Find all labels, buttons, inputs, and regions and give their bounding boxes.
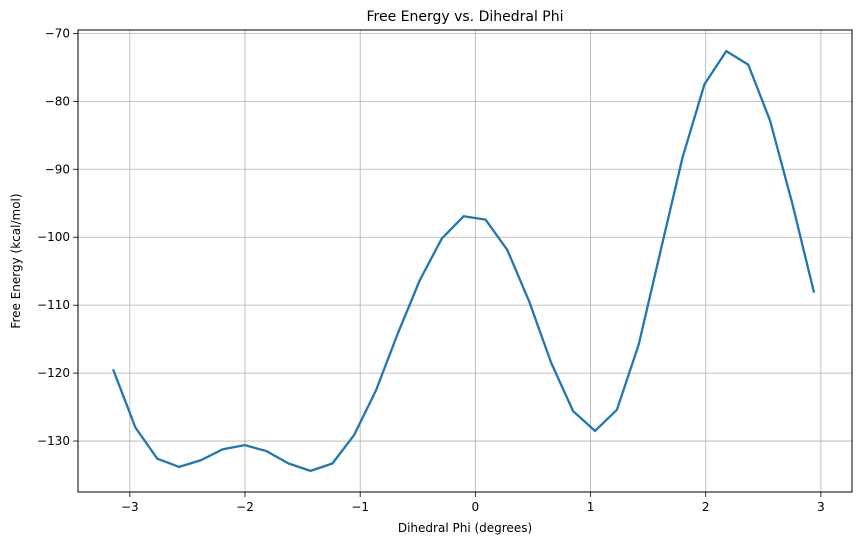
x-tick-label: −2 (236, 500, 254, 514)
x-axis-label: Dihedral Phi (degrees) (398, 521, 532, 535)
x-tick-label: 1 (587, 500, 595, 514)
x-tick-label: −3 (121, 500, 139, 514)
y-tick-label: −80 (45, 94, 70, 108)
series-line (112, 49, 816, 473)
y-axis-label: Free Energy (kcal/mol) (9, 193, 23, 328)
y-tick-label: −110 (37, 298, 70, 312)
grid (78, 30, 852, 492)
y-tick-label: −120 (37, 366, 70, 380)
y-tick-label: −100 (37, 230, 70, 244)
y-tick-label: −90 (45, 162, 70, 176)
x-tick-label: 3 (817, 500, 825, 514)
x-tick-label: −1 (351, 500, 369, 514)
series-layer (112, 49, 816, 473)
plot-area-frame (77, 29, 853, 493)
x-tick-label: 2 (702, 500, 710, 514)
y-axis: −130 −120 −110 −100 −90 −80 −70 (37, 26, 78, 448)
chart-title: Free Energy vs. Dihedral Phi (366, 9, 563, 25)
y-tick-label: −70 (45, 26, 70, 40)
x-tick-label: 0 (472, 500, 480, 514)
y-tick-label: −130 (37, 434, 70, 448)
x-axis: −3 −2 −1 0 1 2 3 (121, 492, 825, 514)
